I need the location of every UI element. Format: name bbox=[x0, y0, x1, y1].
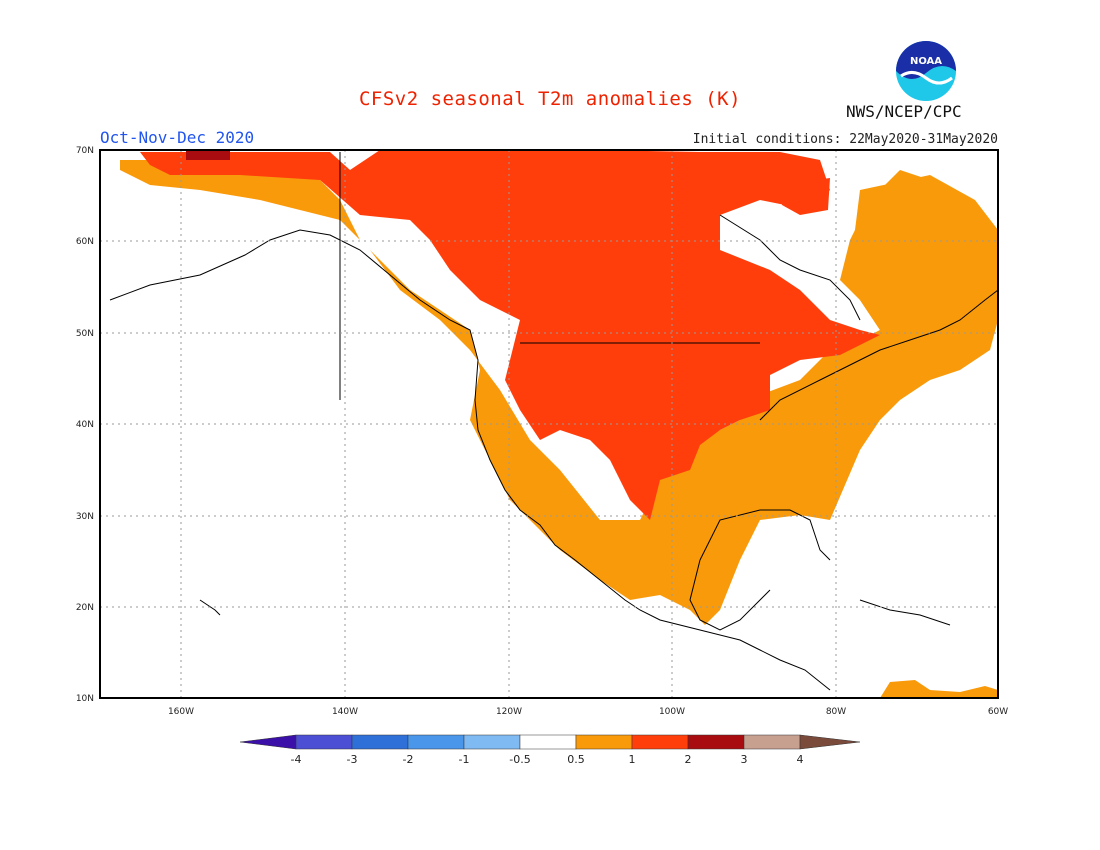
colorbar-swatch bbox=[295, 734, 353, 750]
anomaly-region-1-2 bbox=[140, 150, 880, 520]
noaa-logo-icon: NOAA bbox=[896, 41, 956, 101]
lon-label: 80W bbox=[826, 707, 846, 717]
lon-label: 60W bbox=[988, 707, 1008, 717]
anomaly-region-1-2-ne bbox=[780, 178, 830, 215]
anomaly-region-0.5-1-ne bbox=[830, 175, 998, 405]
lat-label: 70N bbox=[76, 146, 94, 156]
colorbar-label: 2 bbox=[685, 753, 692, 766]
logo-text: NOAA bbox=[910, 56, 942, 67]
anomaly-shading bbox=[120, 150, 998, 698]
season-label: Oct-Nov-Dec 2020 bbox=[100, 128, 255, 147]
colorbar-label: -0.5 bbox=[509, 753, 530, 766]
initial-conditions-label: Initial conditions: 22May2020-31May2020 bbox=[692, 132, 998, 147]
colorbar-label: -3 bbox=[347, 753, 358, 766]
colorbar-swatch bbox=[463, 734, 521, 750]
colorbar-swatch bbox=[631, 734, 689, 750]
lat-label: 60N bbox=[76, 237, 94, 247]
latitude-labels: 70N 60N 50N 40N 30N 20N 10N bbox=[76, 146, 94, 704]
colorbar: -4 -3 -2 -1 -0.5 0.5 1 2 3 4 bbox=[239, 734, 861, 766]
lat-label: 20N bbox=[76, 603, 94, 613]
lon-label: 100W bbox=[659, 707, 685, 717]
graticule bbox=[100, 150, 998, 698]
colorbar-label: -1 bbox=[459, 753, 470, 766]
colorbar-swatch bbox=[575, 734, 633, 750]
anomaly-region-0.5-1 bbox=[120, 160, 998, 625]
lon-label: 120W bbox=[496, 707, 522, 717]
colorbar-swatch bbox=[351, 734, 409, 750]
colorbar-swatch bbox=[407, 734, 465, 750]
anomaly-region-2-3 bbox=[186, 150, 230, 160]
lat-label: 30N bbox=[76, 512, 94, 522]
longitude-labels: 160W 140W 120W 100W 80W 60W bbox=[168, 707, 1008, 717]
agency-label: NWS/NCEP/CPC bbox=[846, 102, 962, 121]
colorbar-swatch bbox=[687, 734, 745, 750]
colorbar-label: 1 bbox=[629, 753, 636, 766]
lat-label: 10N bbox=[76, 694, 94, 704]
colorbar-label: -4 bbox=[291, 753, 302, 766]
lon-label: 160W bbox=[168, 707, 194, 717]
anomaly-region-0.5-1-carib bbox=[880, 680, 998, 698]
coastlines bbox=[109, 152, 999, 691]
colorbar-label: -2 bbox=[403, 753, 414, 766]
colorbar-label: 4 bbox=[797, 753, 804, 766]
colorbar-label: 3 bbox=[741, 753, 748, 766]
lon-label: 140W bbox=[332, 707, 358, 717]
lat-label: 40N bbox=[76, 420, 94, 430]
colorbar-swatch bbox=[799, 734, 861, 750]
map-title: CFSv2 seasonal T2m anomalies (K) bbox=[358, 88, 742, 110]
colorbar-swatch bbox=[519, 734, 577, 750]
colorbar-swatch bbox=[743, 734, 801, 750]
colorbar-swatch bbox=[239, 734, 297, 750]
colorbar-label: 0.5 bbox=[567, 753, 585, 766]
lat-label: 50N bbox=[76, 329, 94, 339]
map-frame bbox=[99, 149, 999, 699]
